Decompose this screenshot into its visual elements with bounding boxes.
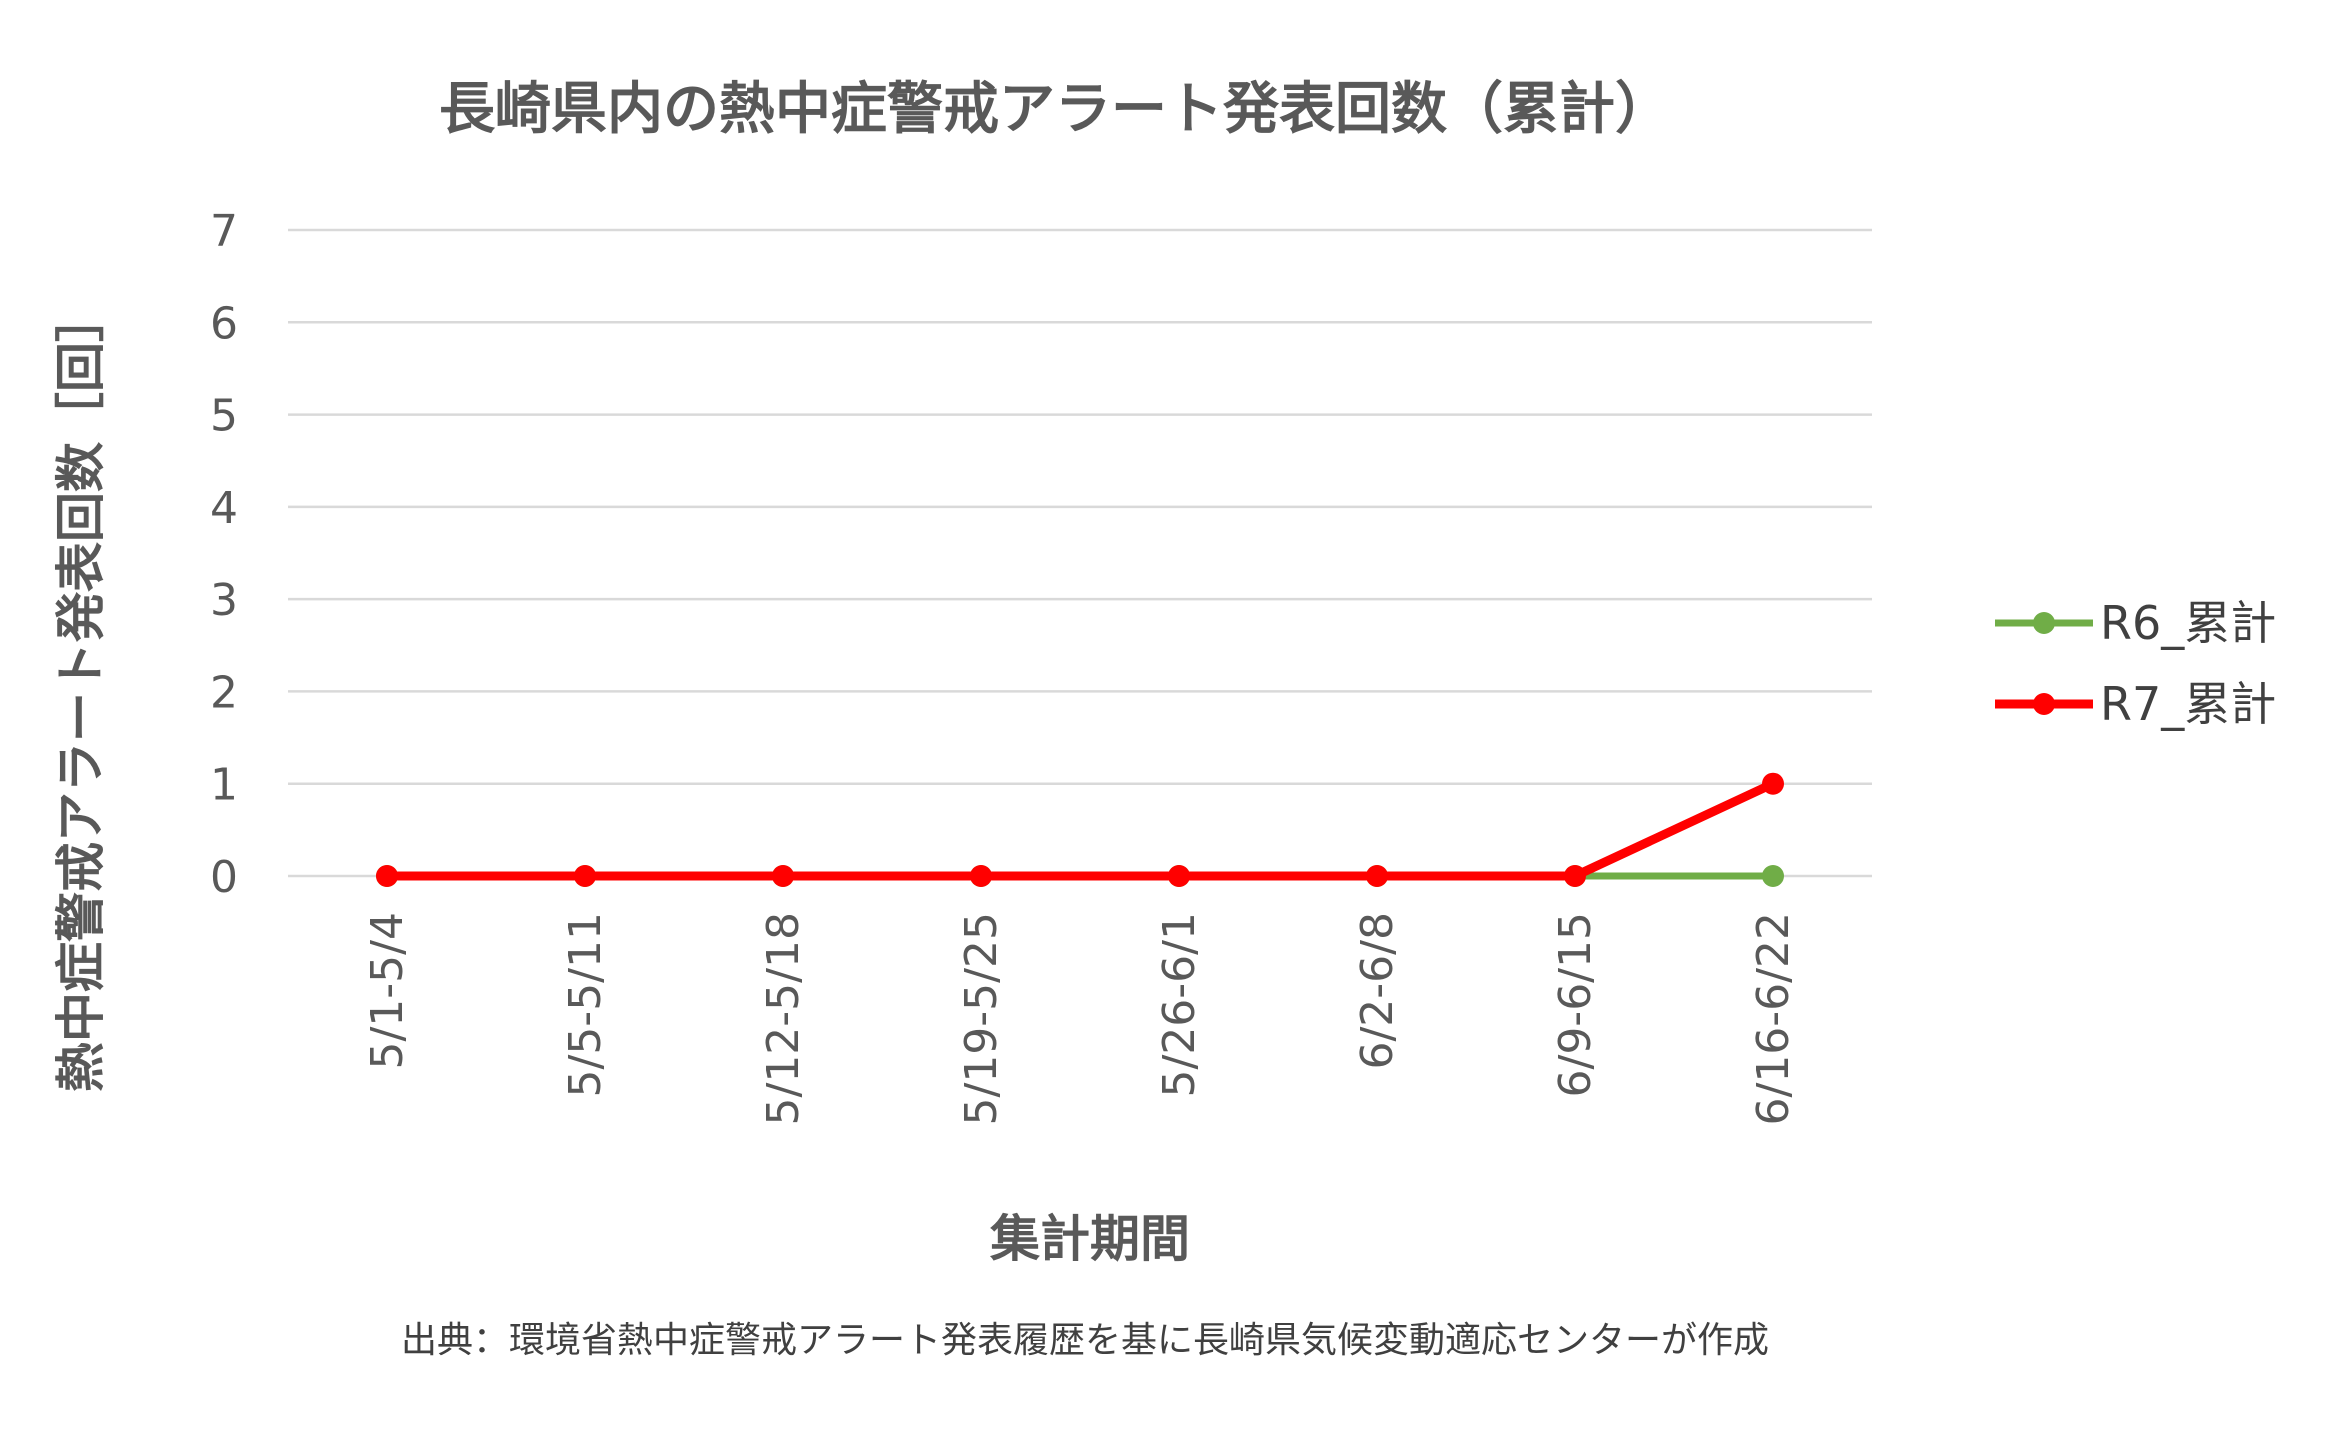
series-line-2 — [387, 779, 1775, 881]
x-tick-label: 5/1-5/4 — [362, 912, 413, 1070]
x-tick-label: 5/12-5/18 — [758, 912, 809, 1126]
legend-swatch-marker — [2033, 693, 2055, 715]
x-tick-label: 5/5-5/11 — [560, 912, 611, 1098]
y-axis-ticks: 0 1 2 3 4 5 6 7 — [210, 206, 238, 903]
y-tick-label: 4 — [210, 483, 238, 534]
y-tick-label: 6 — [210, 298, 238, 349]
data-point — [1168, 865, 1190, 887]
x-tick-label: 6/2-6/8 — [1352, 912, 1403, 1070]
data-point — [1366, 865, 1388, 887]
data-point — [970, 865, 992, 887]
y-axis-title: 熱中症警戒アラート発表回数［回］ — [52, 292, 110, 1092]
data-point — [1564, 865, 1586, 887]
chart-title: 長崎県内の熱中症警戒アラート発表回数（累計） — [439, 77, 1671, 142]
x-tick-label: 6/9-6/15 — [1550, 912, 1601, 1098]
y-tick-label: 0 — [210, 852, 238, 903]
x-tick-label: 5/26-6/1 — [1154, 912, 1205, 1098]
x-axis-title: 集計期間 — [989, 1210, 1190, 1268]
y-tick-label: 2 — [210, 667, 238, 718]
legend: R6_累計 R7_累計 — [1995, 596, 2276, 731]
y-tick-label: 5 — [210, 391, 238, 442]
data-point — [574, 865, 596, 887]
data-point — [1762, 772, 1784, 795]
legend-label: R6_累計 — [2100, 596, 2276, 650]
y-tick-label: 3 — [210, 575, 238, 626]
legend-swatch-marker — [2033, 612, 2055, 634]
source-note: 出典：環境省熱中症警戒アラート発表履歴を基に長崎県気候変動適応センターが作成 — [401, 1320, 1769, 1361]
data-point — [1762, 865, 1784, 887]
legend-label: R7_累計 — [2100, 677, 2276, 731]
x-axis-ticks: 5/1-5/4 5/5-5/11 5/12-5/18 5/19-5/25 5/26-6/… — [362, 912, 1799, 1126]
gridlines — [288, 228, 1872, 878]
data-point — [772, 865, 794, 887]
data-point — [376, 865, 398, 887]
y-tick-label: 7 — [210, 206, 238, 257]
y-tick-label: 1 — [210, 760, 238, 811]
x-tick-label: 5/19-5/25 — [956, 912, 1007, 1126]
series-group — [376, 772, 1784, 887]
x-tick-label: 6/16-6/22 — [1748, 912, 1799, 1126]
